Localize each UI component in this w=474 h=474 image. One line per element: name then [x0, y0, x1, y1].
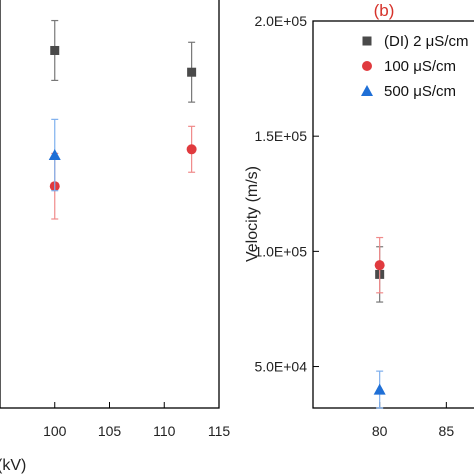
panel-b-y-tick-label: 1.0E+05 — [254, 243, 307, 259]
panel-a-x-tick-label: 105 — [98, 423, 122, 439]
panel-b-x-tick-label: 80 — [372, 423, 388, 439]
panel-b-y-axis-title: Velocity (m/s) — [244, 166, 261, 262]
legend: (DI) 2 μS/cm 100 μS/cm 500 μS/cm — [361, 33, 468, 100]
panel-a-frame — [0, 0, 220, 409]
panel-a-x-tick-label: 115 — [208, 423, 231, 439]
legend-item-s500: 500 μS/cm — [361, 83, 456, 100]
panel-b-y-tick-label: 2.0E+05 — [254, 13, 307, 29]
panel-a-marks — [48, 19, 197, 220]
panel-b-point-s100 — [374, 260, 385, 271]
legend-label-s100: 100 μS/cm — [384, 58, 456, 75]
legend-marker-di — [362, 36, 372, 46]
panel-b-tag: (b) — [374, 1, 395, 20]
legend-marker-s100 — [362, 61, 372, 71]
panel-a-x-tick-label: 110 — [153, 423, 176, 439]
legend-item-di: (DI) 2 μS/cm — [362, 33, 468, 50]
legend-marker-s500 — [361, 85, 373, 96]
panel-b-frame — [312, 20, 474, 409]
panel-a-x-tick-label: 100 — [43, 423, 67, 439]
panel-a-x-axis-title: (kV) — [0, 457, 26, 474]
panel-a-point-s500 — [48, 149, 61, 161]
panel-a-point-di — [50, 45, 60, 55]
legend-label-s500: 500 μS/cm — [384, 83, 456, 100]
panel-a-x-axis: 100 105 110 115 — [43, 402, 230, 439]
panel-b-x-tick-label: 85 — [439, 423, 455, 439]
panel-b: 5.0E+04 1.0E+05 1.5E+05 2.0E+05 80 85 Veloci… — [244, 1, 474, 439]
panel-b-y-tick-label: 5.0E+04 — [254, 359, 307, 375]
panel-a-point-di — [187, 67, 197, 77]
panel-b-y-tick-label: 1.5E+05 — [254, 128, 307, 144]
panel-b-x-axis: 80 85 — [372, 402, 454, 439]
panel-b-marks — [373, 236, 386, 409]
panel-b-y-axis: 5.0E+04 1.0E+05 1.5E+05 2.0E+05 — [254, 13, 319, 375]
panel-b-point-s500 — [373, 383, 386, 395]
legend-item-s100: 100 μS/cm — [362, 58, 456, 75]
panel-a: 100 105 110 115 (kV) — [0, 0, 230, 474]
panel-a-point-s100 — [186, 144, 197, 155]
legend-label-di: (DI) 2 μS/cm — [384, 33, 468, 50]
